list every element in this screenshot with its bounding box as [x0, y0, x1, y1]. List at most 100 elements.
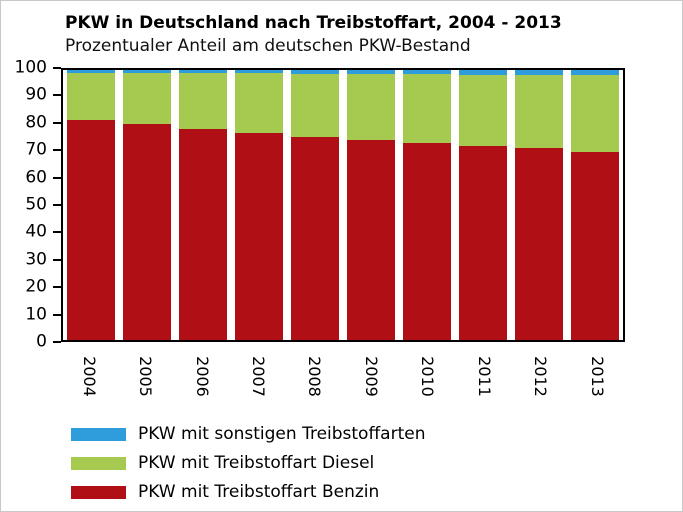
y-tick-label: 0 [36, 331, 47, 352]
chart-subtitle: Prozentualer Anteil am deutschen PKW-Bes… [65, 36, 471, 56]
legend-swatch [71, 427, 126, 441]
legend-swatch [71, 485, 126, 499]
x-tick-cell: 2006 [178, 346, 226, 406]
legend-swatch [71, 456, 126, 470]
bar-segment [347, 70, 395, 75]
bar-segment [179, 72, 227, 130]
bar-segment [291, 70, 339, 74]
x-tick-cell: 2010 [403, 346, 451, 406]
bar-segment [571, 70, 619, 76]
bar-segment [291, 73, 339, 137]
bar-segment [235, 133, 283, 340]
bar-segment [347, 139, 395, 340]
legend-row: PKW mit sonstigen Treibstoffarten [71, 424, 682, 444]
y-tick-label: 100 [14, 57, 47, 78]
x-tick-label: 2005 [136, 355, 156, 397]
chart-area: 0 10 20 30 40 50 60 70 80 90 100 2004 2005 2006 2007 2… [7, 59, 625, 406]
bar-2010 [403, 70, 451, 340]
bar-segment [123, 72, 171, 124]
legend-row: PKW mit Treibstoffart Benzin [71, 482, 682, 502]
y-tick-label: 30 [25, 249, 47, 270]
x-tick-cell: 2011 [460, 346, 508, 406]
x-tick-cell: 2005 [121, 346, 169, 406]
plot-wrap: 2004 2005 2006 2007 2008 2009 2010 2011 2012 2013 [61, 68, 625, 406]
x-tick-label: 2012 [530, 355, 550, 397]
y-tick-mark [53, 176, 61, 179]
x-tick-label: 2006 [192, 355, 212, 397]
x-tick-cell: 2007 [234, 346, 282, 406]
bar-segment [235, 70, 283, 74]
bar-2013 [571, 70, 619, 340]
y-tick-mark [53, 67, 61, 69]
bar-2012 [515, 70, 563, 340]
legend-label: PKW mit sonstigen Treibstoffarten [138, 424, 426, 444]
bar-segment [459, 145, 507, 340]
y-tick-label: 50 [25, 194, 47, 215]
bar-segment [515, 74, 563, 149]
y-tick-mark [53, 149, 61, 152]
x-tick-label: 2008 [305, 355, 325, 397]
x-tick-cell: 2012 [516, 346, 564, 406]
x-tick-label: 2007 [248, 355, 268, 397]
bar-2005 [123, 70, 171, 340]
x-tick-label: 2013 [587, 355, 607, 397]
x-tick-cell: 2013 [573, 346, 621, 406]
bar-segment [123, 70, 171, 73]
bar-segment [515, 70, 563, 75]
legend: PKW mit sonstigen Treibstoffarten PKW mit… [71, 424, 682, 502]
y-tick-mark [53, 121, 61, 124]
bar-segment [571, 152, 619, 340]
y-tick-label: 70 [25, 139, 47, 160]
bar-segment [67, 119, 115, 340]
x-axis-labels: 2004 2005 2006 2007 2008 2009 2010 2011 2012 2013 [61, 346, 625, 406]
legend-label: PKW mit Treibstoffart Benzin [138, 482, 380, 502]
bar-2009 [347, 70, 395, 340]
y-tick-label: 20 [25, 276, 47, 297]
x-tick-cell: 2009 [347, 346, 395, 406]
x-tick-label: 2004 [79, 355, 99, 397]
y-tick-label: 80 [25, 112, 47, 133]
bar-2008 [291, 70, 339, 340]
bar-segment [403, 70, 451, 75]
bar-segment [571, 75, 619, 153]
bar-segment [459, 74, 507, 146]
y-tick-label: 40 [25, 221, 47, 242]
legend-row: PKW mit Treibstoffart Diesel [71, 453, 682, 473]
x-tick-label: 2010 [418, 355, 438, 397]
y-tick-mark [53, 94, 61, 97]
x-tick-cell: 2008 [291, 346, 339, 406]
bar-segment [291, 136, 339, 340]
bar-segment [403, 143, 451, 340]
plot-area [61, 68, 625, 342]
y-tick-mark [53, 258, 61, 261]
bar-2006 [179, 70, 227, 340]
x-tick-label: 2011 [474, 355, 494, 397]
legend-label: PKW mit Treibstoffart Diesel [138, 453, 375, 473]
x-tick-label: 2009 [361, 355, 381, 397]
bar-segment [179, 129, 227, 340]
bar-segment [67, 70, 115, 73]
bar-segment [123, 124, 171, 340]
y-tick-mark [53, 204, 61, 206]
bar-segment [235, 73, 283, 134]
y-tick-mark [53, 341, 61, 343]
bar-segment [179, 70, 227, 73]
y-tick-label: 90 [25, 84, 47, 105]
bar-segment [67, 72, 115, 120]
y-tick-mark [53, 313, 61, 316]
y-axis: 0 10 20 30 40 50 60 70 80 90 100 [7, 59, 61, 350]
x-tick-cell: 2004 [65, 346, 113, 406]
y-tick-mark [53, 286, 61, 289]
y-tick-label: 10 [25, 304, 47, 325]
bar-segment [459, 70, 507, 75]
bar-2007 [235, 70, 283, 340]
bar-2011 [459, 70, 507, 340]
bar-segment [403, 74, 451, 144]
chart-title: PKW in Deutschland nach Treibstoffart, 2… [65, 13, 562, 33]
bar-segment [347, 74, 395, 140]
y-tick-label: 60 [25, 167, 47, 188]
bar-2004 [67, 70, 115, 340]
y-tick-mark [53, 231, 61, 234]
bar-segment [515, 148, 563, 340]
